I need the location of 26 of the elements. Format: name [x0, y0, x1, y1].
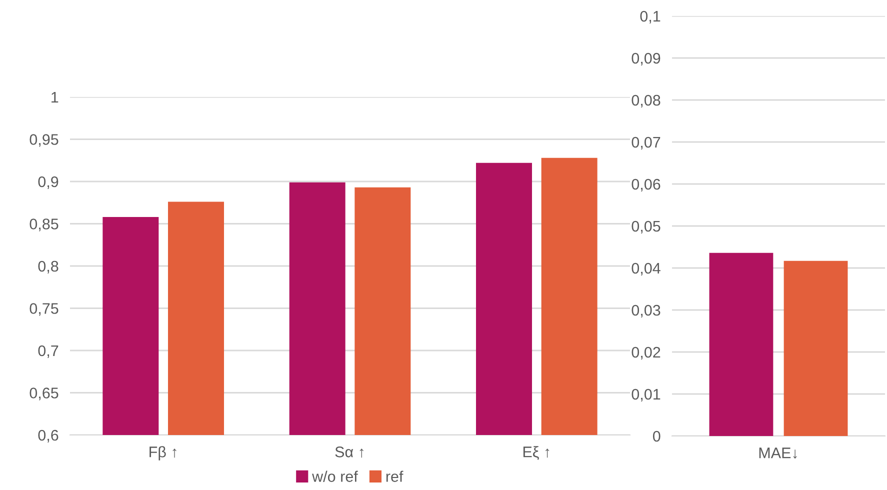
y-tick-label: 0,09: [632, 52, 660, 66]
y-tick-label: 0,08: [632, 94, 660, 108]
y-tick-label: 0,1: [640, 10, 660, 24]
y-tick-label: 0,75: [30, 303, 58, 316]
y-tick-label: 0: [652, 430, 660, 442]
x-tick-label: Eξ ↑: [523, 446, 550, 460]
y-tick-label: 0,65: [30, 388, 58, 400]
y-tick-label: 0,07: [632, 136, 660, 150]
y-tick-label: 0,9: [38, 176, 58, 189]
y-tick-label: 0,6: [38, 430, 58, 442]
legend-label: w/o ref: [312, 470, 358, 482]
x-tick-label: MAE↓: [759, 448, 797, 459]
y-tick-label: 0,05: [632, 220, 660, 234]
legend-label: ref: [386, 470, 404, 482]
y-tick-label: 1: [52, 92, 58, 103]
y-tick-label: 0,01: [632, 388, 660, 402]
y-tick-label: 0,95: [30, 134, 58, 147]
x-tick-label: Fβ ↑: [150, 446, 176, 460]
y-tick-label: 0,03: [632, 304, 660, 318]
y-tick-label: 0,02: [632, 346, 660, 360]
y-tick-label: 0,06: [632, 178, 660, 192]
y-tick-label: 0,85: [30, 218, 58, 232]
y-tick-label: 0,8: [38, 260, 58, 274]
x-tick-label: Sα ↑: [335, 446, 364, 458]
y-tick-label: 0,04: [632, 262, 660, 276]
y-tick-label: 0,7: [38, 345, 58, 358]
